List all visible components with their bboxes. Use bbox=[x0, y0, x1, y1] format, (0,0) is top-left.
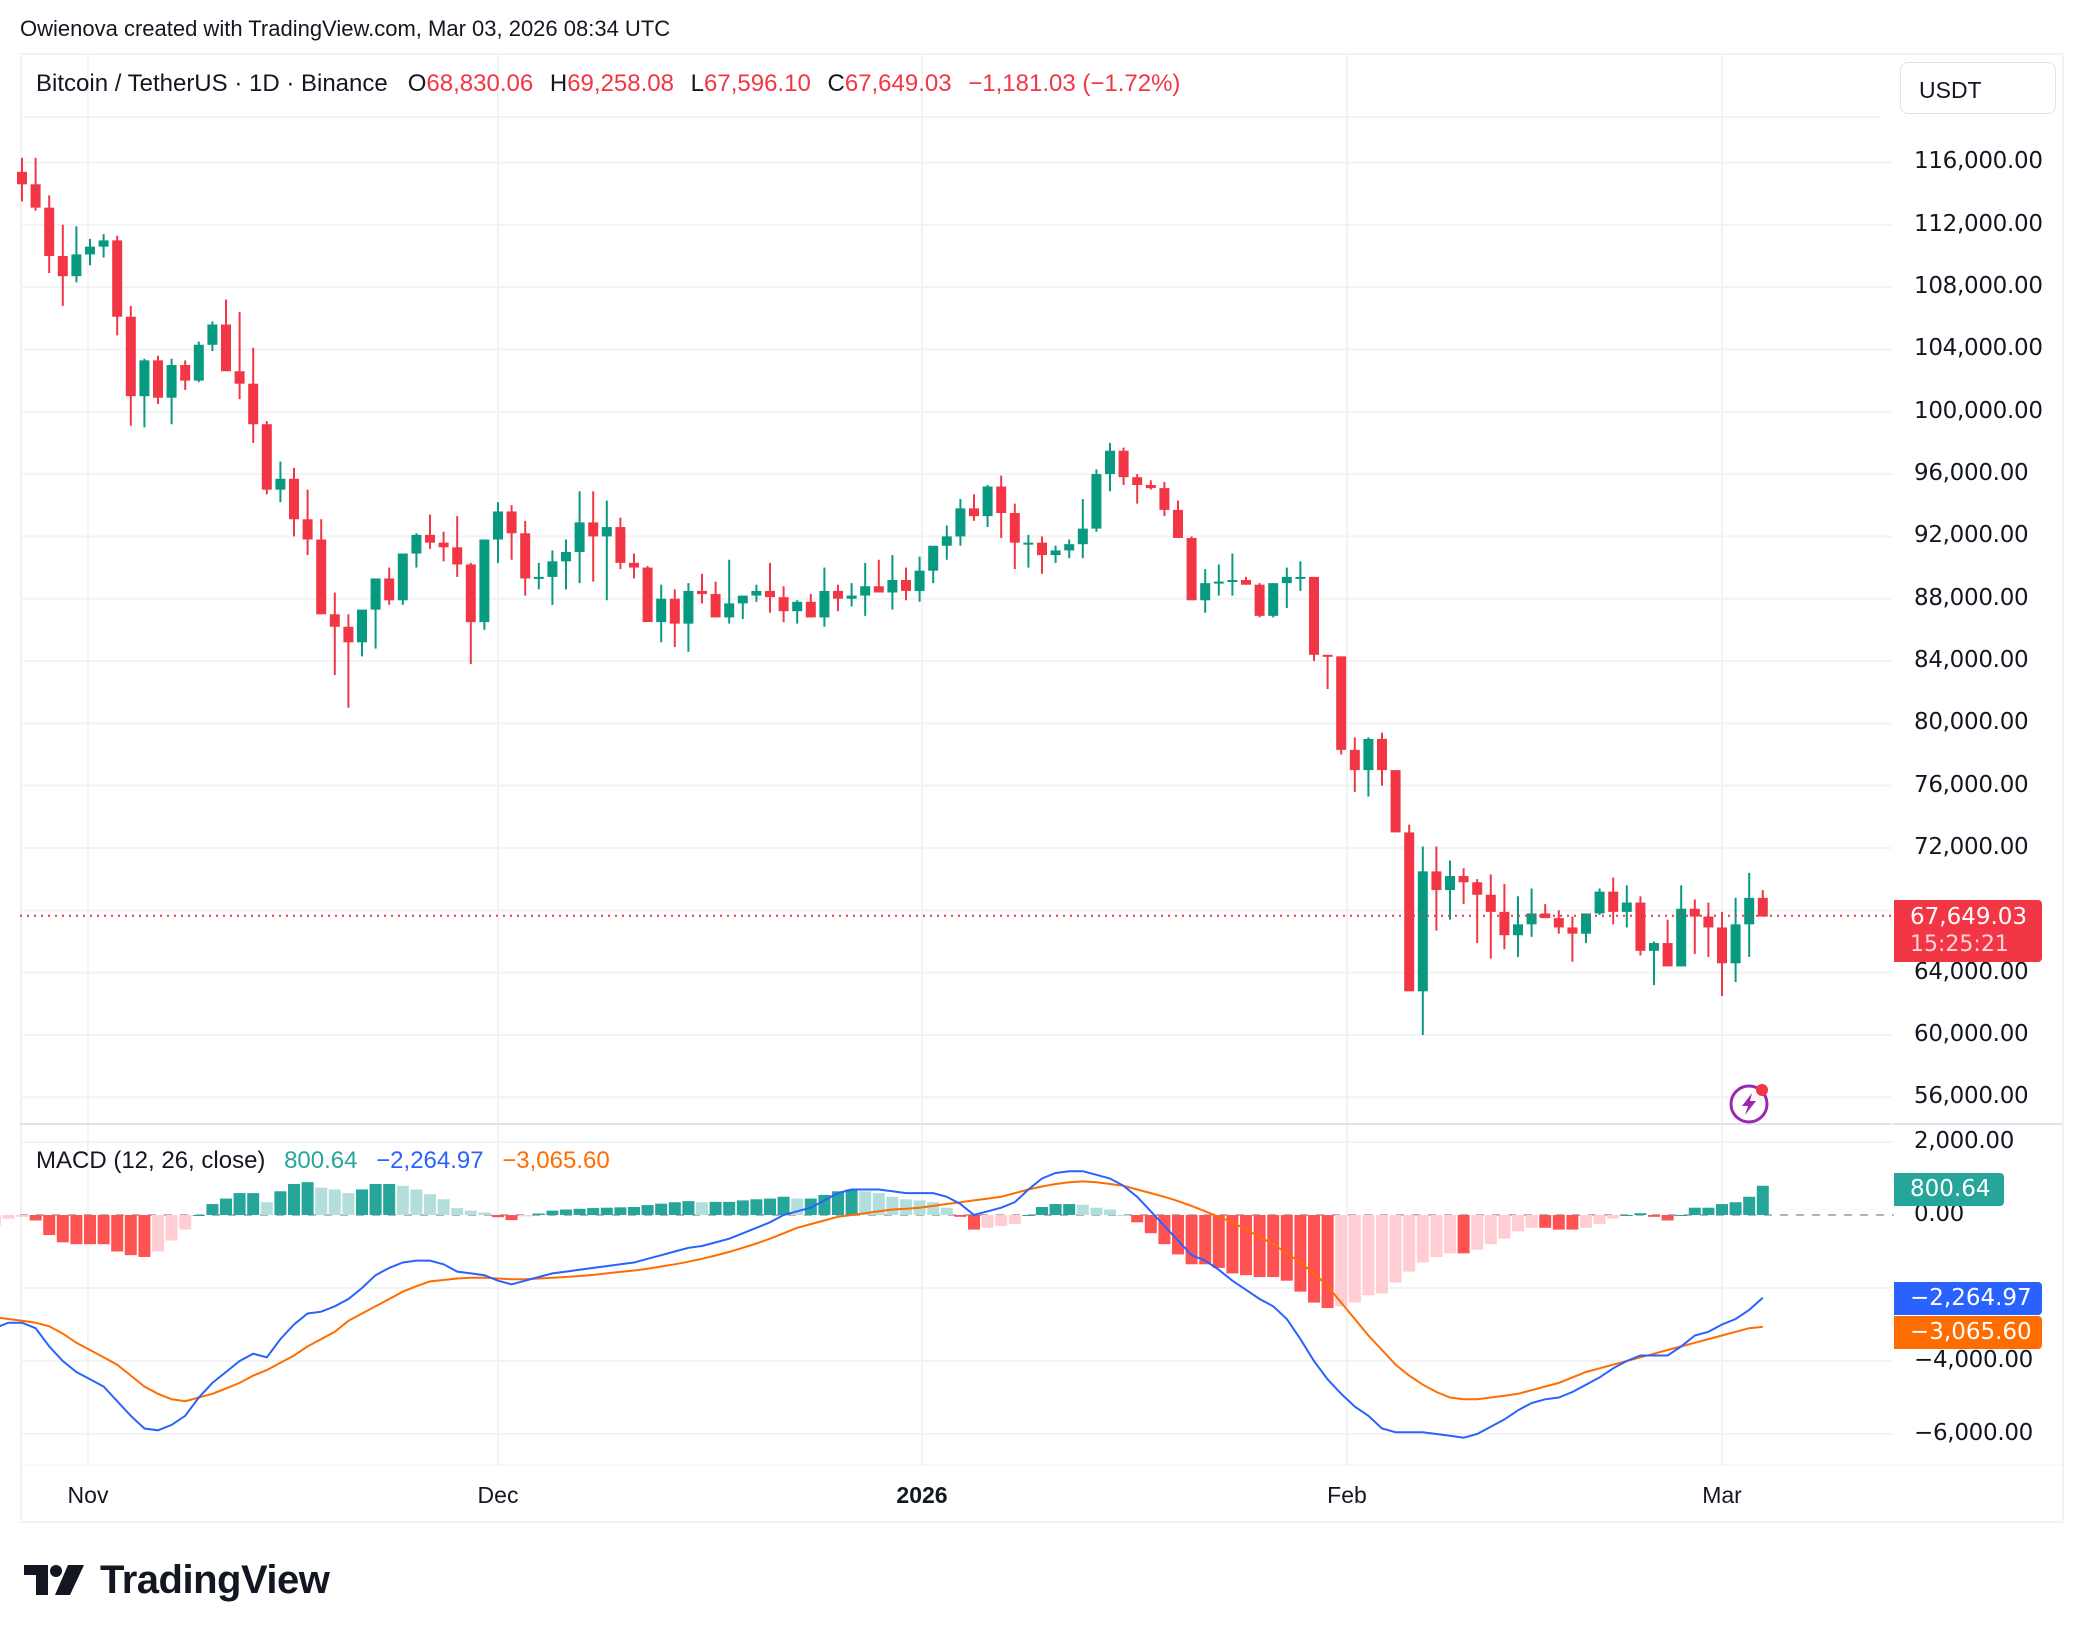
price-axis-label: 108,000.00 bbox=[1914, 273, 2043, 300]
change-value: −1,181.03 (−1.72%) bbox=[968, 70, 1181, 97]
time-axis-label: Nov bbox=[67, 1482, 109, 1508]
price-axis-label: 88,000.00 bbox=[1914, 584, 2029, 611]
time-axis-label: 2026 bbox=[896, 1482, 948, 1508]
tradingview-logo-icon bbox=[24, 1565, 84, 1595]
price-axis-label: 116,000.00 bbox=[1914, 148, 2043, 175]
low-label: L bbox=[690, 70, 705, 97]
macd-histogram-value: 800.64 bbox=[284, 1147, 358, 1174]
chart-credit: Owienova created with TradingView.com, M… bbox=[20, 16, 671, 41]
macd-title[interactable]: MACD (12, 26, close) bbox=[36, 1147, 266, 1174]
symbol-title[interactable]: Bitcoin / TetherUS · 1D · Binance bbox=[36, 70, 388, 97]
macd-signal-value: −3,065.60 bbox=[502, 1147, 610, 1174]
open-value: 68,830.06 bbox=[426, 70, 534, 97]
price-axis-label: 72,000.00 bbox=[1914, 834, 2029, 860]
price-axis-label: 84,000.00 bbox=[1914, 647, 2029, 674]
macd-lines bbox=[0, 1170, 1764, 1439]
macd-histogram bbox=[0, 1182, 1894, 1309]
close-value: 67,649.03 bbox=[844, 70, 952, 97]
price-axis-label: 104,000.00 bbox=[1914, 335, 2043, 362]
high-value: 69,258.08 bbox=[567, 70, 674, 97]
macd-line-tag: −2,264.97 bbox=[1894, 1282, 2042, 1315]
tradingview-logo[interactable]: TradingView bbox=[24, 1557, 330, 1602]
time-axis-label: Dec bbox=[477, 1482, 519, 1508]
high-label: H bbox=[549, 70, 568, 97]
macd-axis-label: −4,000.00 bbox=[1914, 1347, 2033, 1373]
time-axis-label: Mar bbox=[1702, 1482, 1742, 1508]
bar-countdown: 15:25:21 bbox=[1910, 932, 2009, 957]
time-axis-label: Feb bbox=[1327, 1482, 1367, 1508]
price-axis-label: 64,000.00 bbox=[1914, 958, 2029, 985]
macd-axis-label: −6,000.00 bbox=[1914, 1420, 2033, 1446]
macd-histogram-tag: 800.64 bbox=[1894, 1173, 2004, 1206]
price-axis-label: 76,000.00 bbox=[1914, 771, 2029, 798]
chart-frame bbox=[20, 53, 2064, 1523]
close-label: C bbox=[827, 70, 845, 97]
price-axis-label: 96,000.00 bbox=[1914, 460, 2029, 487]
price-axis-label: 92,000.00 bbox=[1914, 522, 2029, 549]
macd-axis-label: 2,000.00 bbox=[1914, 1128, 2015, 1154]
price-axis-label: 60,000.00 bbox=[1914, 1020, 2029, 1047]
macd-legend: MACD (12, 26, close) 800.64 −2,264.97 −3… bbox=[36, 1147, 622, 1175]
macd-signal-tag: −3,065.60 bbox=[1894, 1316, 2042, 1349]
low-value: 67,596.10 bbox=[704, 70, 811, 97]
price-axis-label: 100,000.00 bbox=[1914, 397, 2043, 424]
open-label: O bbox=[407, 70, 427, 97]
symbol-legend: Bitcoin / TetherUS · 1D · Binance O68,83… bbox=[36, 70, 1190, 98]
macd-line-value: −2,264.97 bbox=[376, 1147, 484, 1174]
price-axis-label: 80,000.00 bbox=[1914, 709, 2029, 736]
price-axis-label: 56,000.00 bbox=[1914, 1083, 2029, 1110]
last-price-tag: 67,649.03 15:25:21 bbox=[1894, 900, 2042, 962]
last-price-value: 67,649.03 bbox=[1910, 904, 2028, 930]
currency-selector[interactable]: USDT bbox=[1900, 62, 2056, 114]
alert-lightning-icon[interactable] bbox=[1727, 1082, 1771, 1126]
gridlines bbox=[20, 55, 2062, 1466]
price-axis-label: 112,000.00 bbox=[1914, 210, 2043, 237]
tradingview-logo-text: TradingView bbox=[100, 1557, 330, 1602]
candlestick-series bbox=[17, 157, 1894, 1035]
